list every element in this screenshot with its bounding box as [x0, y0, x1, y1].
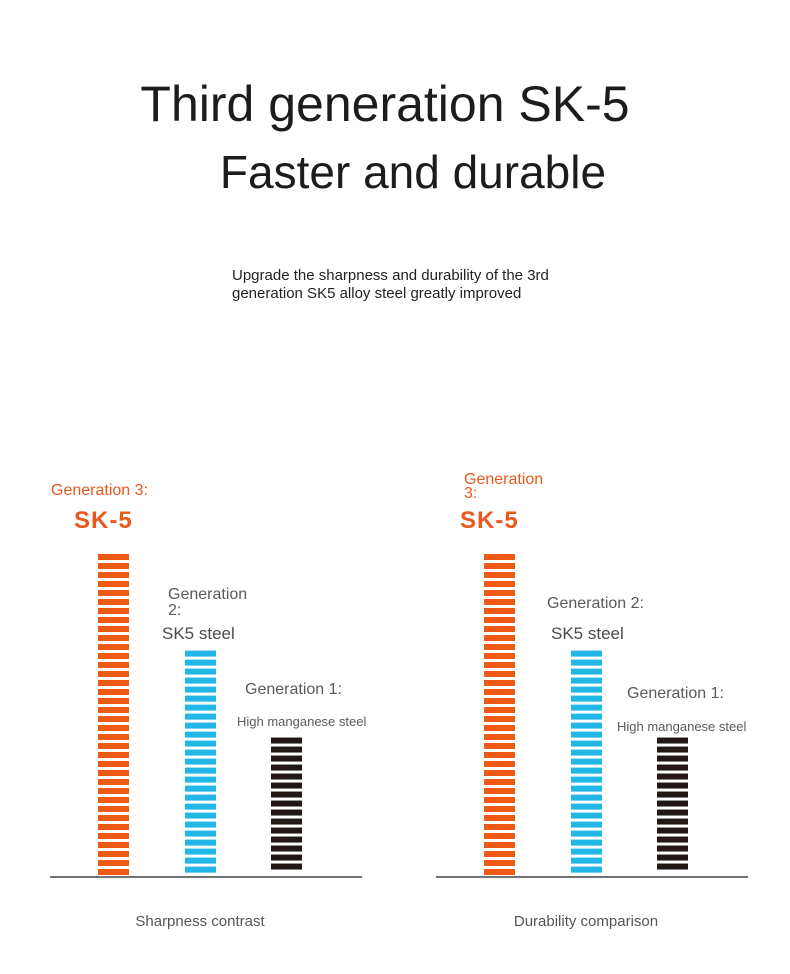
- bar-plot: [436, 554, 748, 878]
- chart-caption: Durability comparison: [513, 913, 659, 930]
- bar-category-label: Generation 3:: [464, 471, 544, 502]
- bar: [484, 554, 515, 875]
- bar-category-label: Generation 1:: [245, 681, 342, 698]
- sharpness-chart: Generation 3: SK-5 Generation 2: SK5 ste…: [40, 470, 380, 940]
- bar-category-name: SK-5: [74, 507, 133, 534]
- bar: [271, 737, 302, 870]
- bar: [185, 650, 216, 873]
- page-subtitle-heading: Faster and durable: [219, 146, 607, 198]
- bar: [98, 554, 129, 875]
- bar-category-name: SK5 steel: [162, 624, 235, 643]
- description-text: Upgrade the sharpness and durability of …: [232, 267, 632, 303]
- bar-category-name: High manganese steel: [237, 714, 367, 729]
- bar-category-label: Generation 1:: [627, 685, 724, 702]
- bar-category-label: Generation 2:: [168, 586, 248, 619]
- description-line-1: Upgrade the sharpness and durability of …: [232, 267, 549, 284]
- bar-category-label: Generation 3:: [51, 482, 148, 499]
- bar: [571, 650, 602, 873]
- page-title: Third generation SK-5: [140, 76, 630, 132]
- bar-category-name: SK-5: [460, 507, 519, 534]
- bar: [657, 737, 688, 870]
- bar-category-name: High manganese steel: [617, 719, 747, 734]
- bar-category-name: SK5 steel: [551, 624, 624, 643]
- durability-chart: Generation 3: SK-5 Generation 2: SK5 ste…: [426, 470, 766, 940]
- chart-caption: Sharpness contrast: [135, 913, 265, 930]
- bar-category-label: Generation 2:: [547, 595, 644, 612]
- bar-plot: [50, 554, 362, 878]
- description-line-2: generation SK5 alloy steel greatly impro…: [232, 285, 522, 302]
